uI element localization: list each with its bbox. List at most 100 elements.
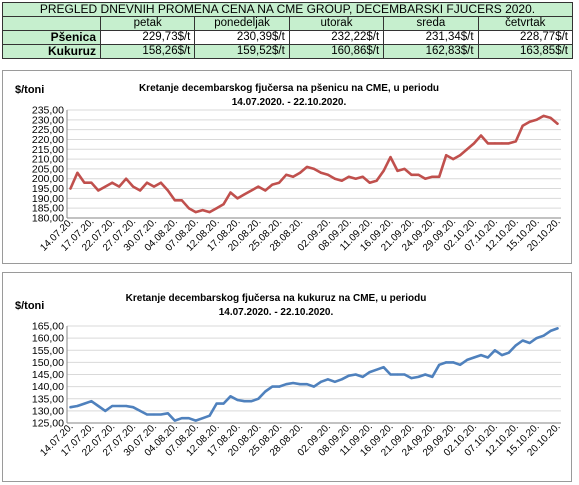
wheat-data-point bbox=[104, 185, 107, 188]
wheat-y-tick-label: 195,00 bbox=[32, 183, 64, 195]
wheat-data-point bbox=[396, 169, 399, 172]
wheat-y-tick-label: 235,00 bbox=[32, 105, 64, 117]
corn-data-point bbox=[285, 383, 288, 386]
wheat-data-point bbox=[76, 171, 79, 174]
corn-y-tick-label: 165,00 bbox=[32, 321, 64, 333]
wheat-data-point bbox=[264, 189, 267, 192]
wheat-data-point bbox=[326, 173, 330, 176]
wheat-data-point bbox=[180, 199, 183, 202]
wheat-data-point bbox=[382, 169, 385, 172]
corn-data-point bbox=[319, 380, 323, 383]
corn-data-point bbox=[472, 356, 476, 359]
corn-data-point bbox=[69, 406, 72, 409]
wheat-data-point bbox=[319, 171, 323, 174]
wheat-data-point bbox=[465, 148, 469, 151]
corn-data-point bbox=[131, 406, 135, 409]
corn-chart-subtitle: 14.07.2020. - 22.10.2020. bbox=[219, 307, 334, 318]
corn-data-point bbox=[305, 383, 309, 386]
corn-data-point bbox=[479, 354, 483, 357]
day-header: ponedeljak bbox=[194, 16, 290, 31]
day-header: petak bbox=[99, 16, 196, 31]
corn-data-point bbox=[83, 402, 86, 405]
corn-data-point bbox=[535, 337, 538, 340]
corn-y-tick-label: 155,00 bbox=[32, 345, 64, 357]
wheat-data-point bbox=[549, 116, 552, 119]
corn-data-point bbox=[236, 398, 239, 402]
corn-chart: $/toni Kretanje decembarskog fjučersa na… bbox=[15, 293, 563, 459]
wheat-data-point bbox=[83, 181, 86, 184]
corn-data-point bbox=[326, 378, 330, 381]
corn-data-point bbox=[486, 356, 490, 359]
wheat-data-point bbox=[410, 173, 413, 176]
day-header: utorak bbox=[288, 16, 385, 31]
corn-data-point bbox=[354, 373, 357, 376]
corn-data-point bbox=[298, 383, 302, 386]
table-header-row: petak ponedeljak utorak sreda četvrtak bbox=[2, 16, 574, 31]
wheat-data-point bbox=[556, 122, 559, 125]
price-cell: 159,52$/t bbox=[194, 44, 290, 59]
wheat-data-point bbox=[298, 171, 302, 174]
corn-data-point bbox=[76, 404, 79, 408]
corn-data-point bbox=[166, 412, 169, 415]
corn-data-point bbox=[424, 373, 427, 376]
corn-data-point bbox=[417, 375, 420, 379]
wheat-data-point bbox=[340, 179, 343, 182]
corn-data-point bbox=[389, 373, 392, 376]
day-header: četvrtak bbox=[477, 16, 574, 31]
price-cell: 163,85$/t bbox=[477, 44, 574, 59]
corn-data-point bbox=[514, 344, 517, 347]
corn-chart-panel: $/toni Kretanje decembarskog fjučersa na… bbox=[2, 272, 572, 482]
corn-data-point bbox=[159, 413, 163, 416]
corn-data-point bbox=[145, 413, 149, 416]
corn-data-point bbox=[215, 402, 218, 405]
wheat-data-point bbox=[201, 209, 204, 212]
corn-y-unit: $/toni bbox=[15, 300, 44, 312]
corn-data-point bbox=[312, 385, 316, 388]
price-cell: 160,86$/t bbox=[288, 44, 385, 59]
corn-data-point bbox=[222, 402, 225, 405]
wheat-data-point bbox=[125, 177, 128, 180]
corn-data-point bbox=[180, 417, 183, 420]
corn-y-tick-label: 125,00 bbox=[32, 418, 64, 430]
wheat-data-point bbox=[278, 181, 281, 184]
wheat-chart: $/toni Kretanje decembarskog fjučersa na… bbox=[15, 83, 563, 254]
wheat-y-tick-label: 210,00 bbox=[32, 154, 64, 166]
wheat-data-point bbox=[250, 189, 253, 192]
corn-data-point bbox=[250, 400, 253, 403]
corn-data-point bbox=[452, 361, 455, 364]
wheat-data-point bbox=[285, 173, 288, 176]
wheat-data-point bbox=[257, 185, 260, 188]
wheat-data-point bbox=[438, 175, 441, 178]
wheat-y-tick-label: 200,00 bbox=[32, 173, 64, 185]
corn-data-point bbox=[556, 327, 559, 330]
corn-data-point bbox=[507, 351, 510, 354]
wheat-data-point bbox=[403, 167, 406, 171]
wheat-data-point bbox=[271, 183, 274, 186]
price-table: PREGLED DNEVNIH PROMENA CENA NA CME GROU… bbox=[2, 2, 574, 59]
corn-data-point bbox=[521, 339, 524, 342]
wheat-y-tick-label: 225,00 bbox=[32, 124, 64, 136]
corn-data-point bbox=[549, 329, 552, 332]
day-header: sreda bbox=[383, 16, 479, 31]
wheat-data-point bbox=[368, 181, 371, 184]
wheat-data-point bbox=[417, 173, 420, 176]
wheat-y-tick-label: 230,00 bbox=[32, 114, 64, 126]
corn-data-point bbox=[493, 349, 497, 352]
wheat-data-point bbox=[535, 118, 538, 121]
corn-data-point bbox=[333, 380, 336, 383]
price-cell: 230,39$/t bbox=[194, 30, 290, 45]
wheat-data-point bbox=[542, 114, 545, 117]
wheat-data-point bbox=[138, 189, 142, 192]
table-title-row: PREGLED DNEVNIH PROMENA CENA NA CME GROU… bbox=[2, 2, 573, 17]
corn-data-point bbox=[500, 354, 503, 357]
wheat-data-point bbox=[312, 167, 316, 171]
corn-data-point bbox=[152, 413, 156, 416]
corn-data-point bbox=[90, 400, 93, 403]
corn-data-point bbox=[278, 385, 281, 388]
corn-data-point bbox=[403, 373, 406, 376]
corn-data-point bbox=[465, 358, 469, 362]
corn-data-point bbox=[201, 417, 204, 420]
wheat-data-point bbox=[222, 203, 225, 206]
wheat-data-point bbox=[479, 134, 483, 137]
wheat-chart-subtitle: 14.07.2020. - 22.10.2020. bbox=[232, 97, 347, 108]
